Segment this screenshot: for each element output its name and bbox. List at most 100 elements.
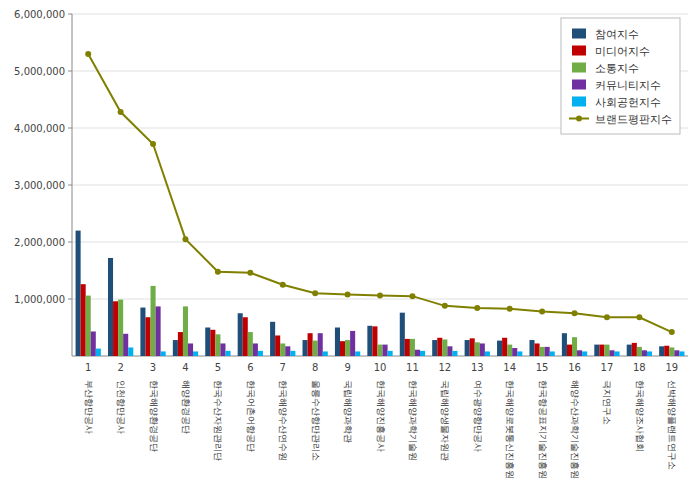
legend-label: 커뮤니티지수 xyxy=(595,79,661,92)
line-marker xyxy=(442,303,448,309)
bar xyxy=(210,330,215,356)
legend-marker xyxy=(576,116,582,122)
x-tick-label: 9 xyxy=(344,362,350,373)
x-tick-label: 15 xyxy=(536,362,549,373)
bar xyxy=(318,333,323,356)
bar xyxy=(290,351,295,356)
bar xyxy=(572,337,577,356)
legend-label: 사회공헌지수 xyxy=(595,96,661,109)
bar xyxy=(183,306,188,356)
line-marker xyxy=(247,270,253,276)
bar xyxy=(285,346,290,356)
bar xyxy=(113,301,118,356)
bar xyxy=(383,345,388,356)
bar xyxy=(225,351,230,356)
bar xyxy=(540,347,545,356)
line-marker xyxy=(474,305,480,311)
bar xyxy=(151,286,156,356)
bar xyxy=(582,351,587,356)
bar-series xyxy=(91,306,680,356)
category-label: 한국해양수산연수원 xyxy=(278,380,288,461)
bar xyxy=(308,333,313,356)
y-tick xyxy=(68,128,72,129)
bar xyxy=(335,328,340,357)
legend-swatch xyxy=(572,63,586,73)
bar xyxy=(238,313,243,356)
y-tick-label: 6,000,000 xyxy=(14,9,65,20)
bar xyxy=(243,317,248,356)
x-tick-label: 5 xyxy=(215,362,221,373)
line-marker xyxy=(85,51,91,57)
bar xyxy=(350,331,355,356)
y-tick-label: 3,000,000 xyxy=(14,180,65,191)
bar xyxy=(447,346,452,356)
bar xyxy=(507,345,512,356)
bar xyxy=(669,347,674,356)
bar-series xyxy=(76,231,665,356)
y-tick xyxy=(68,242,72,243)
bar xyxy=(420,351,425,356)
y-tick xyxy=(68,299,72,300)
x-tick-label: 10 xyxy=(374,362,387,373)
category-label: 울릉수산항만관리소 xyxy=(311,380,321,461)
y-tick xyxy=(68,71,72,72)
line-marker xyxy=(182,236,188,242)
bar xyxy=(377,345,382,356)
legend-label: 소통지수 xyxy=(595,62,639,75)
bar xyxy=(577,350,582,356)
bar xyxy=(76,231,81,356)
bar xyxy=(627,345,632,356)
bar xyxy=(193,351,198,356)
category-label: 여수광양항만공사 xyxy=(473,380,483,452)
bar xyxy=(400,313,405,356)
line-marker xyxy=(669,329,675,335)
bar xyxy=(123,334,128,356)
x-tick-label: 16 xyxy=(568,362,581,373)
bar xyxy=(86,296,91,356)
category-label: 국립해양생물자원관 xyxy=(440,380,450,461)
bar xyxy=(480,343,485,356)
bar xyxy=(118,300,123,356)
legend-swatch xyxy=(572,97,586,107)
bar xyxy=(188,343,193,356)
bar xyxy=(442,339,447,356)
category-label: 선박해양플랜트연구소 xyxy=(667,380,677,470)
bar xyxy=(145,317,150,356)
bar xyxy=(108,258,113,356)
legend: 참여지수미디어지수소통지수커뮤니티지수사회공헌지수브랜드평판지수 xyxy=(561,18,680,134)
bar xyxy=(173,340,178,356)
bar xyxy=(632,343,637,356)
bar xyxy=(517,351,522,356)
line-marker xyxy=(345,291,351,297)
line-marker xyxy=(409,293,415,299)
bar xyxy=(550,351,555,356)
bar xyxy=(355,351,360,356)
bar xyxy=(140,308,145,356)
line-marker xyxy=(604,314,610,320)
legend-swatch xyxy=(572,29,586,39)
grid-line xyxy=(72,14,688,15)
x-tick-label: 17 xyxy=(601,362,614,373)
category-label: 한국해양진흥공사 xyxy=(376,380,386,452)
legend-swatch xyxy=(572,46,586,56)
x-tick-label: 14 xyxy=(503,362,516,373)
category-label: 한국어촌어항공단 xyxy=(246,380,256,452)
bar xyxy=(529,340,534,356)
bar xyxy=(604,345,609,356)
legend-label: 브랜드평판지수 xyxy=(595,113,672,126)
bar xyxy=(502,338,507,356)
bar xyxy=(345,340,350,356)
category-label: 한국항공표지기술진흥원 xyxy=(538,380,548,479)
bar xyxy=(303,340,308,356)
grid-line xyxy=(72,299,688,300)
y-tick-label: 1,000,000 xyxy=(14,294,65,305)
legend-label: 미디어지수 xyxy=(595,45,650,58)
category-label: 인천항만공사 xyxy=(116,380,126,434)
bar xyxy=(128,347,133,356)
bar xyxy=(156,306,161,356)
bar xyxy=(567,345,572,356)
x-tick-label: 13 xyxy=(471,362,484,373)
bar xyxy=(372,326,377,356)
x-tick-label: 1 xyxy=(85,362,91,373)
bar xyxy=(323,351,328,356)
